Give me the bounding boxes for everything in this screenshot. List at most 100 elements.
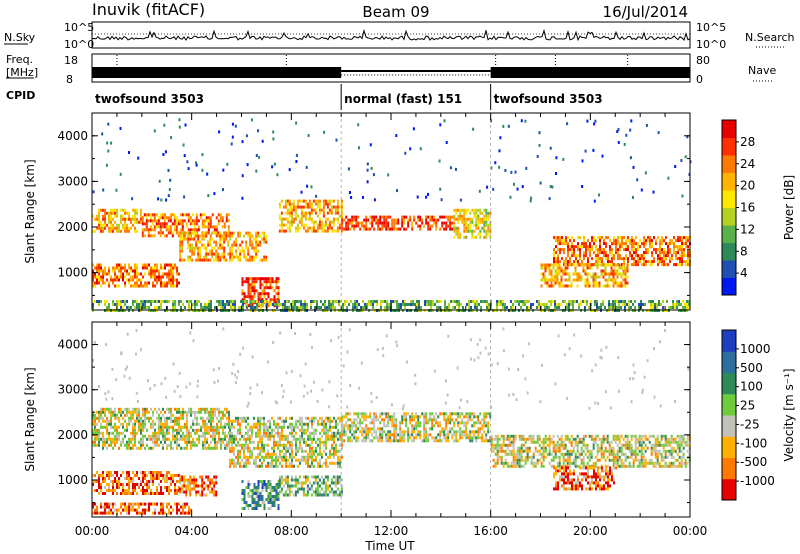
heatmap-cell [247, 458, 249, 462]
heatmap-cell [291, 425, 293, 429]
heatmap-cell [573, 254, 575, 258]
heatmap-cell [628, 306, 630, 309]
heatmap-cell [295, 440, 297, 444]
heatmap-cell [334, 229, 337, 233]
freq-band-alternating [92, 67, 342, 78]
heatmap-cell [172, 413, 174, 417]
heatmap-cell [271, 431, 273, 435]
heatmap-cell [275, 464, 277, 468]
heatmap-cell [618, 263, 621, 267]
heatmap-cell [116, 425, 118, 429]
heatmap-cell [227, 243, 230, 247]
heatmap-cell [385, 224, 388, 228]
heatmap-cell [514, 452, 517, 456]
heatmap-cell [542, 272, 545, 276]
heatmap-cell [288, 208, 291, 212]
cpid-segment-label: normal (fast) 151 [344, 92, 462, 106]
heatmap-cell [424, 303, 426, 306]
heatmap-cell [211, 249, 214, 253]
heatmap-cell [301, 431, 303, 435]
heatmap-cell [614, 263, 617, 267]
heatmap-cell [477, 220, 480, 224]
heatmap-cell [322, 229, 325, 233]
heatmap-cell [222, 440, 224, 444]
heatmap-cell [478, 303, 480, 306]
heatmap-cell [300, 220, 303, 224]
heatmap-cell [333, 449, 335, 453]
heatmap-cell [120, 407, 122, 411]
heatmap-cell [413, 215, 416, 219]
heatmap-cell [228, 422, 230, 426]
heatmap-cell [102, 226, 104, 230]
heatmap-cell [114, 275, 116, 279]
heatmap-cell [647, 260, 649, 264]
heatmap-cell [229, 437, 231, 441]
heatmap-cell [554, 272, 557, 276]
heatmap-cell [199, 213, 202, 217]
heatmap-cell [474, 303, 476, 306]
heatmap-cell [183, 219, 186, 223]
heatmap-cell [199, 234, 202, 238]
heatmap-cell [260, 306, 262, 309]
heatmap-cell [479, 421, 482, 425]
heatmap-cell [441, 430, 444, 434]
heatmap-cell [302, 306, 304, 309]
heatmap-cell [249, 452, 251, 456]
heatmap-cell [570, 303, 572, 306]
heatmap-cell [469, 412, 472, 416]
heatmap-cell [485, 217, 488, 221]
heatmap-cell [335, 425, 337, 429]
heatmap-cell [677, 257, 679, 261]
heatmap-cell [594, 119, 597, 123]
heatmap-cell [417, 224, 420, 228]
heatmap-cell [642, 303, 644, 306]
heatmap-cell [518, 303, 520, 306]
heatmap-cell [330, 300, 332, 303]
heatmap-cell [191, 243, 194, 247]
heatmap-cell [200, 416, 202, 420]
heatmap-cell [318, 211, 321, 215]
heatmap-cell [220, 410, 222, 414]
heatmap-cell [239, 431, 241, 435]
heatmap-cell [600, 303, 602, 306]
heatmap-cell [206, 407, 208, 411]
heatmap-cell [610, 269, 613, 273]
heatmap-cell [315, 455, 317, 459]
heatmap-cell [124, 266, 126, 270]
heatmap-cell [556, 281, 559, 285]
heatmap-cell [480, 306, 482, 309]
heatmap-cell [194, 440, 196, 444]
heatmap-cell [193, 246, 196, 250]
heatmap-cell [234, 306, 236, 309]
heatmap-cell [336, 229, 339, 233]
heatmap-cell [459, 208, 462, 212]
heatmap-cell [669, 251, 671, 255]
heatmap-cell [321, 419, 323, 423]
heatmap-cell [465, 235, 468, 239]
heatmap-cell [665, 242, 667, 246]
heatmap-cell [484, 300, 486, 303]
heatmap-cell [447, 218, 450, 222]
heatmap-cell [363, 412, 366, 416]
heatmap-cell [145, 225, 148, 229]
heatmap-cell [245, 280, 248, 284]
heatmap-cell [292, 202, 295, 206]
heatmap-cell [255, 461, 257, 465]
heatmap-cell [240, 300, 242, 303]
heatmap-cell [322, 303, 324, 306]
heatmap-cell [144, 446, 146, 450]
heatmap-cell [224, 434, 226, 438]
heatmap-cell [626, 303, 628, 306]
heatmap-cell [672, 300, 674, 303]
heatmap-cell [269, 452, 271, 456]
heatmap-cell [96, 431, 98, 435]
heatmap-cell [126, 223, 128, 227]
heatmap-cell [629, 251, 631, 255]
heatmap-cell [253, 237, 256, 241]
heatmap-cell [514, 455, 517, 459]
heatmap-cell [209, 219, 212, 223]
heatmap-cell [560, 266, 563, 270]
heatmap-cell [119, 172, 122, 176]
heatmap-cell [130, 410, 132, 414]
heatmap-cell [178, 425, 180, 429]
